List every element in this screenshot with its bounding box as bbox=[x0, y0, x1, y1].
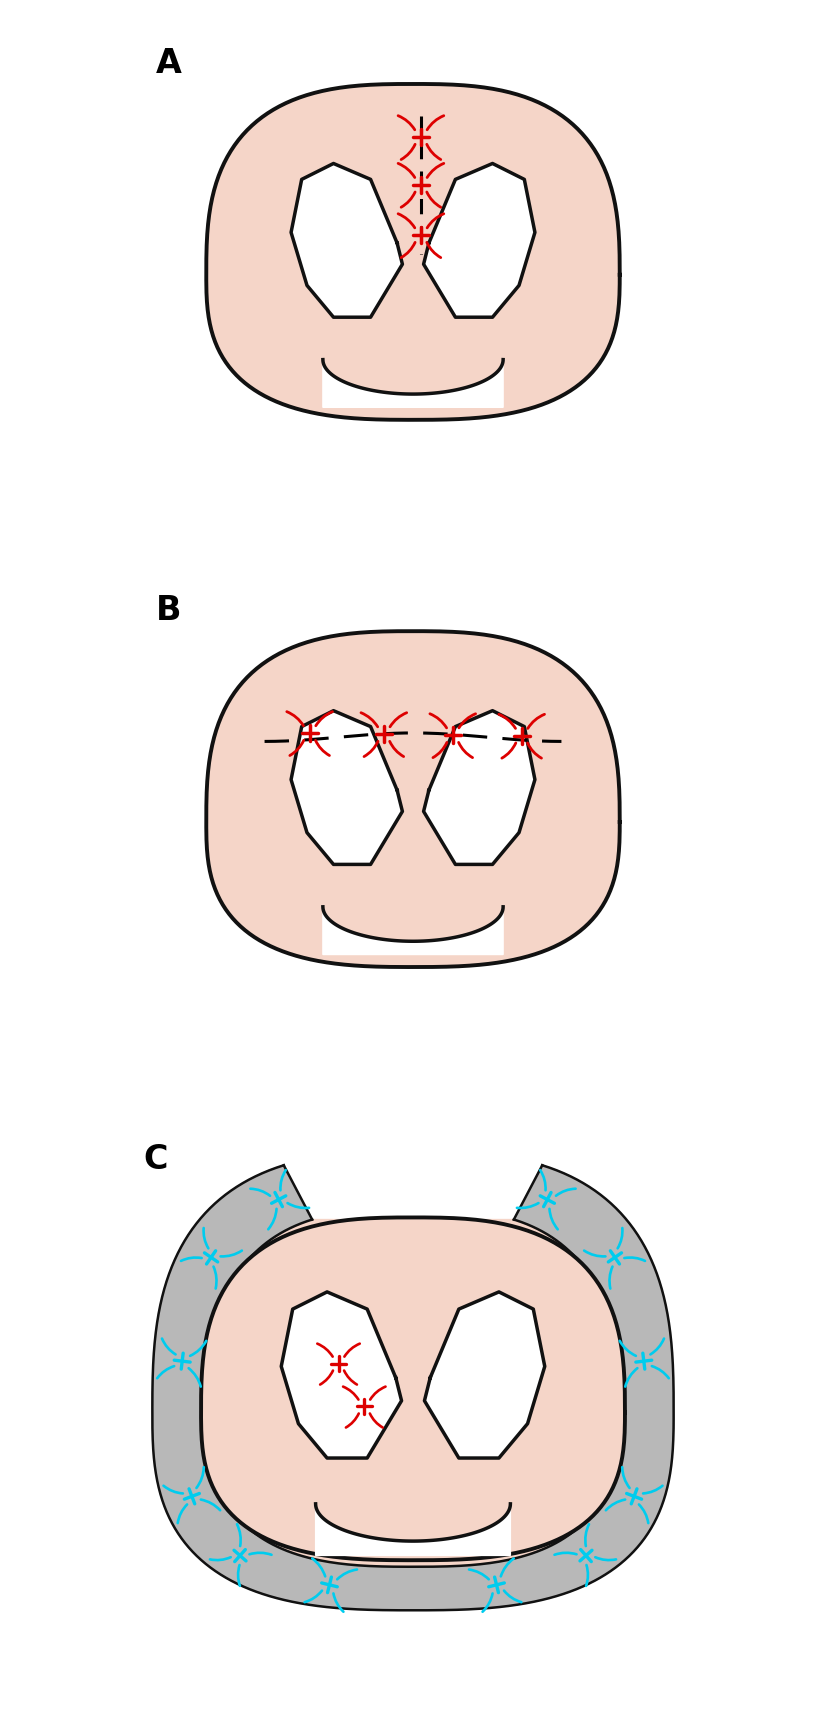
Text: B: B bbox=[156, 593, 182, 628]
Polygon shape bbox=[201, 1218, 625, 1560]
Polygon shape bbox=[210, 1219, 616, 1566]
Polygon shape bbox=[291, 711, 402, 864]
Polygon shape bbox=[424, 164, 535, 318]
Text: C: C bbox=[144, 1142, 169, 1176]
Polygon shape bbox=[323, 906, 503, 954]
Polygon shape bbox=[424, 711, 535, 864]
Polygon shape bbox=[206, 84, 620, 421]
Polygon shape bbox=[323, 359, 503, 407]
Text: A: A bbox=[156, 46, 182, 80]
Polygon shape bbox=[316, 1503, 510, 1556]
Polygon shape bbox=[291, 164, 402, 318]
Polygon shape bbox=[152, 1165, 674, 1611]
Polygon shape bbox=[281, 1293, 401, 1459]
Polygon shape bbox=[206, 631, 620, 968]
Polygon shape bbox=[425, 1293, 545, 1459]
